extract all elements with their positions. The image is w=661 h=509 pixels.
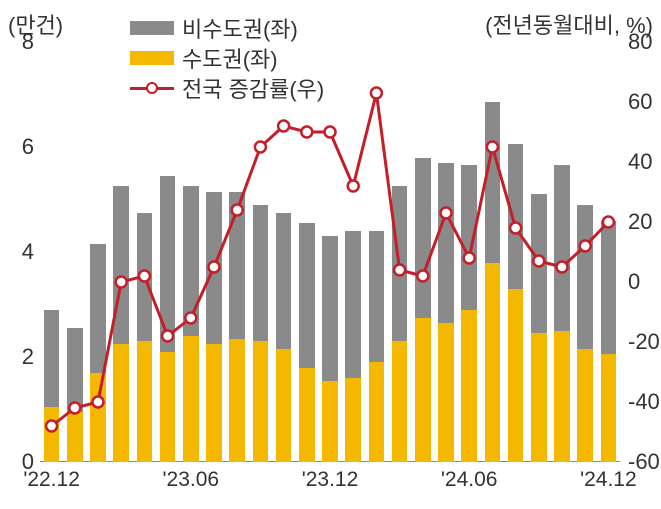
y-left-tick: 8 [4,29,34,55]
line-series [52,93,609,426]
line-marker [417,271,428,282]
y-right-tick: 20 [628,209,661,235]
line-marker [557,262,568,273]
plot-area: 02468-60-40-20020406080'22.12'23.06'23.1… [40,42,620,462]
line-marker [603,217,614,228]
y-left-tick: 6 [4,134,34,160]
line-marker [93,397,104,408]
line-marker [209,262,220,273]
line-marker [487,142,498,153]
line-marker [510,223,521,234]
x-tick: '23.12 [302,468,359,492]
line-marker [301,127,312,138]
legend-swatch [130,21,174,35]
x-tick: '24.12 [580,468,637,492]
y-right-tick: 0 [628,269,661,295]
line-marker [441,208,452,219]
line-marker [371,88,382,99]
line-marker [162,331,173,342]
line-marker [255,142,266,153]
line-marker [46,421,57,432]
y-right-tick: -20 [628,329,661,355]
y-right-tick: -40 [628,389,661,415]
line-marker [464,253,475,264]
legend-label: 비수도권(좌) [182,12,298,44]
y-left-tick: 2 [4,344,34,370]
line-marker [69,403,80,414]
chart-container: (만건) (전년동월대비, %) 비수도권(좌)수도권(좌)전국 증감률(우) … [0,0,661,509]
line-marker [348,181,359,192]
x-tick: '23.06 [163,468,220,492]
x-tick: '24.06 [441,468,498,492]
legend-item-bar2: 비수도권(좌) [130,14,324,42]
y-right-tick: 80 [628,29,661,55]
line-marker [185,313,196,324]
y-left-tick: 4 [4,239,34,265]
x-tick: '22.12 [23,468,80,492]
line-marker [325,127,336,138]
line-marker [533,256,544,267]
line-marker [278,121,289,132]
y-right-tick: 60 [628,89,661,115]
line-marker [139,271,150,282]
line-marker [232,205,243,216]
y-right-tick: 40 [628,149,661,175]
line-marker [580,241,591,252]
line-marker [394,265,405,276]
line-marker [116,277,127,288]
line-layer [40,42,620,462]
